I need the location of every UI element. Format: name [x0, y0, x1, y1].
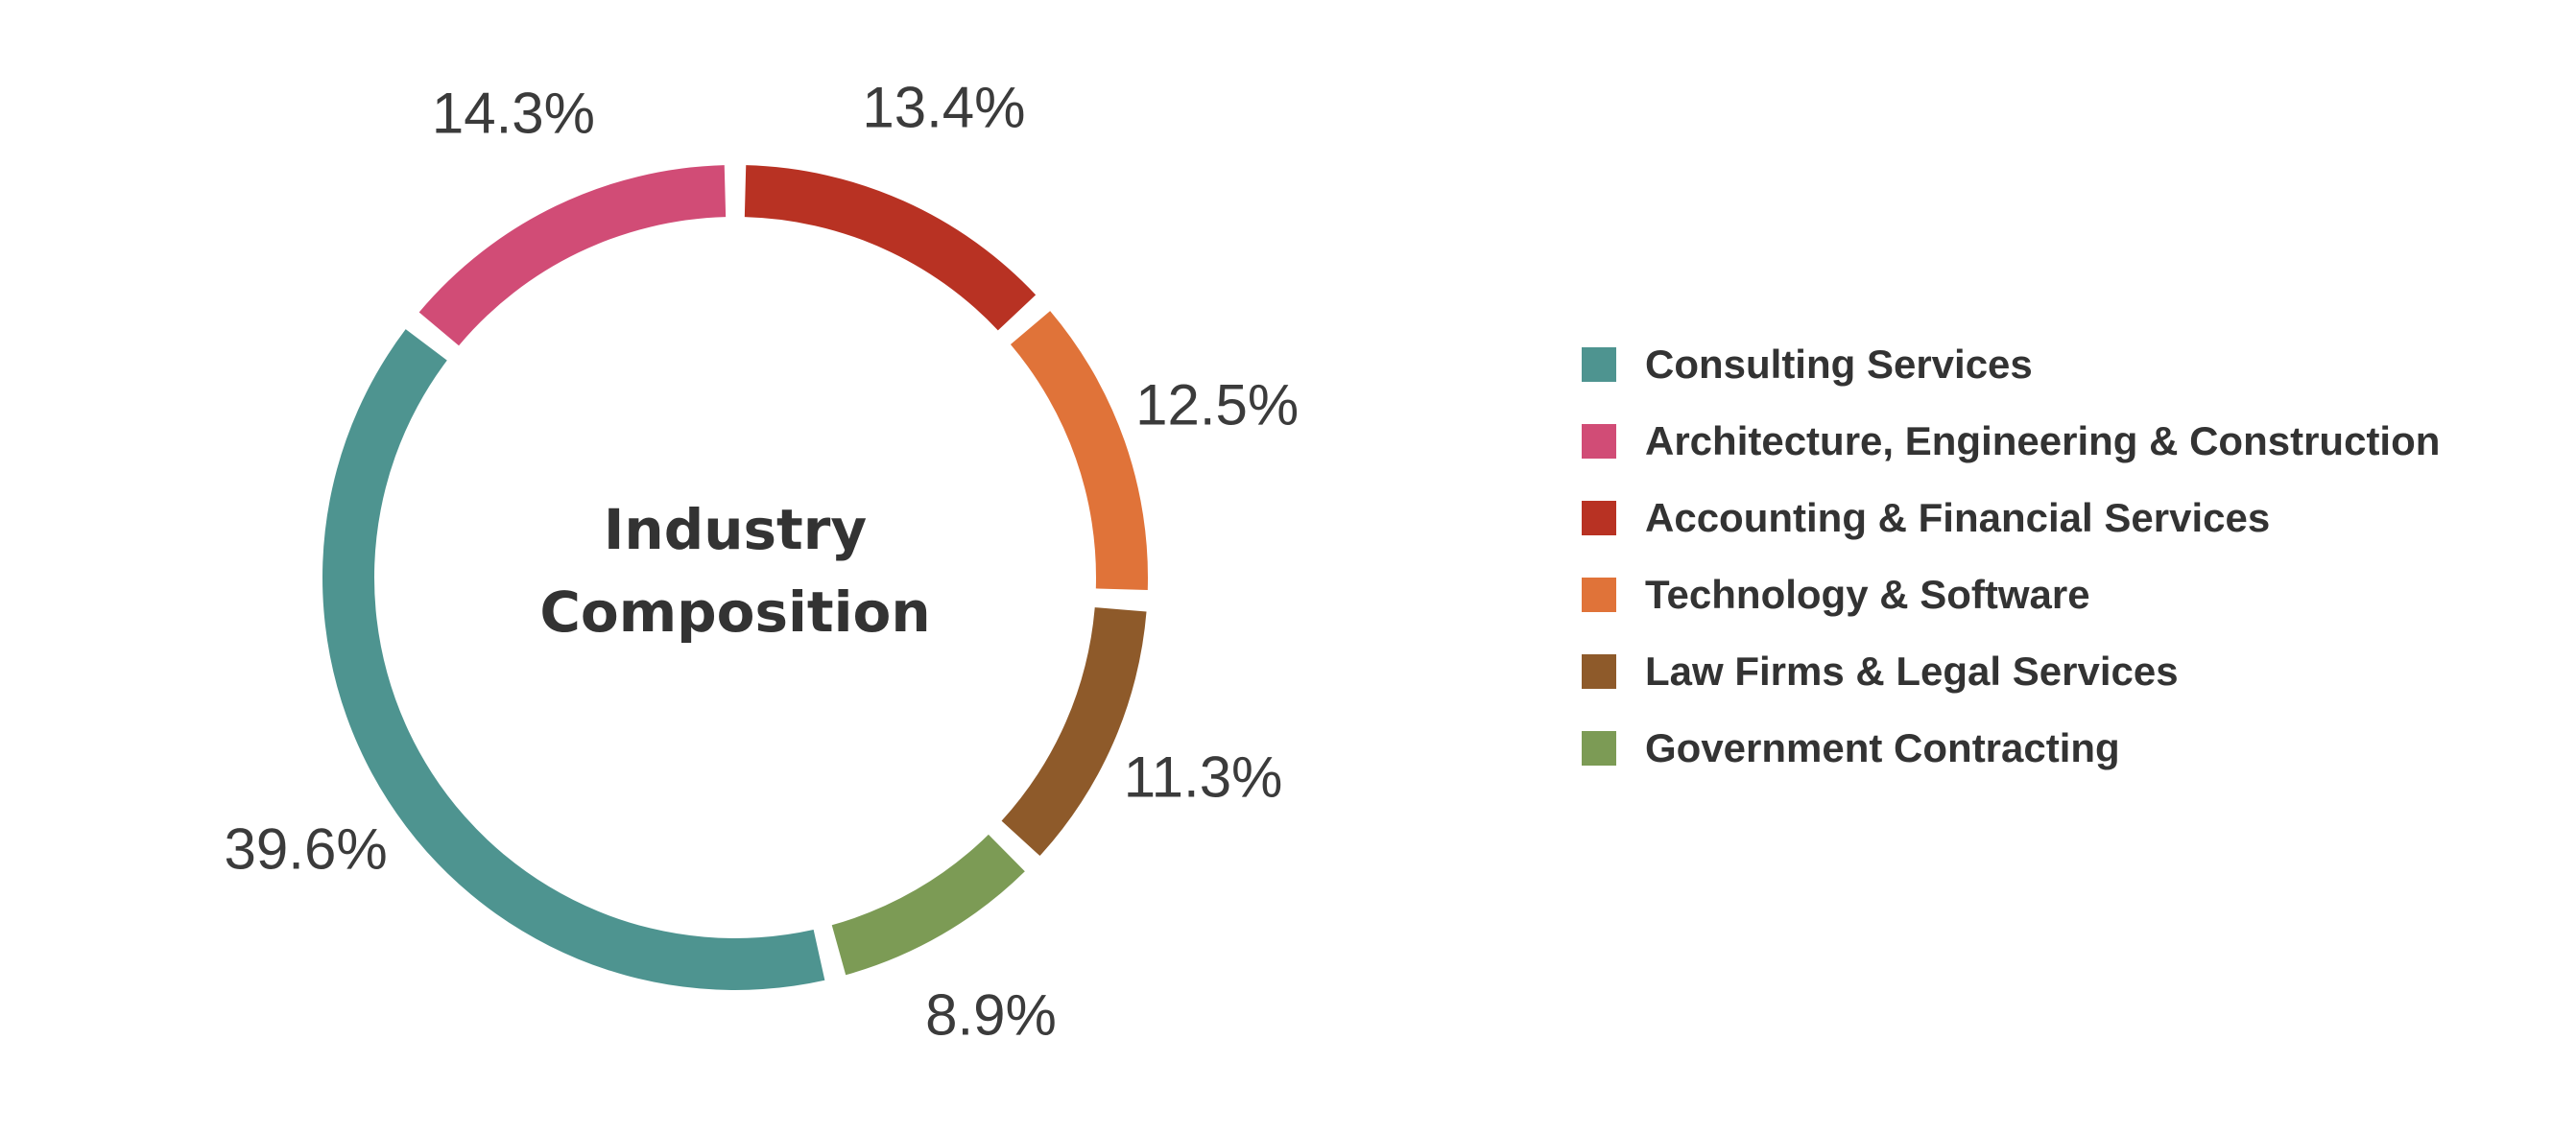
legend-swatch-2: [1582, 501, 1616, 535]
chart-title-line-2: Composition: [539, 579, 930, 645]
donut-slice-0: [322, 329, 825, 990]
donut-slice-5: [831, 834, 1025, 976]
legend-label-5: Government Contracting: [1645, 725, 2120, 770]
legend-swatch-0: [1582, 347, 1616, 382]
donut-slice-3: [1010, 311, 1148, 591]
legend-item-2: Accounting & Financial Services: [1582, 480, 2440, 556]
donut-slice-1: [418, 165, 727, 346]
legend-swatch-4: [1582, 654, 1616, 689]
slice-value-label-3: 12.5%: [1135, 372, 1299, 437]
legend-swatch-1: [1582, 424, 1616, 459]
donut-slice-4: [1001, 607, 1147, 857]
slice-value-label-1: 14.3%: [432, 82, 595, 146]
chart-title-line-1: Industry: [604, 497, 867, 562]
slice-value-label-0: 39.6%: [225, 817, 388, 882]
slice-value-label-2: 13.4%: [862, 75, 1025, 139]
legend-label-4: Law Firms & Legal Services: [1645, 649, 2179, 694]
donut-value-labels: 13.4% 12.5% 11.3% 8.9% 39.6% 14.3%: [225, 75, 1300, 1047]
chart-legend: Consulting Services Architecture, Enginee…: [1582, 326, 2440, 787]
legend-label-1: Architecture, Engineering & Construction: [1645, 418, 2441, 463]
legend-item-4: Law Firms & Legal Services: [1582, 633, 2440, 710]
legend-swatch-3: [1582, 578, 1616, 612]
slice-value-label-4: 11.3%: [1124, 745, 1283, 810]
legend-item-3: Technology & Software: [1582, 556, 2440, 633]
legend-item-0: Consulting Services: [1582, 326, 2440, 403]
donut-slice-2: [744, 165, 1037, 331]
legend-swatch-5: [1582, 731, 1616, 766]
legend-label-0: Consulting Services: [1645, 342, 2033, 387]
legend-item-5: Government Contracting: [1582, 710, 2440, 787]
donut-slices: [322, 165, 1148, 990]
legend-label-2: Accounting & Financial Services: [1645, 495, 2271, 540]
legend-label-3: Technology & Software: [1645, 572, 2090, 617]
slice-value-label-5: 8.9%: [925, 982, 1057, 1047]
legend-item-1: Architecture, Engineering & Construction: [1582, 403, 2440, 480]
